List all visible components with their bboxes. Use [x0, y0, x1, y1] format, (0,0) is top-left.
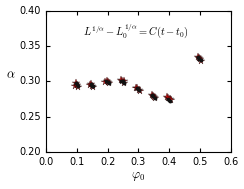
Text: $L^{1/\alpha} - L_0^{1/\alpha} = C(t - t_0)$: $L^{1/\alpha} - L_0^{1/\alpha} = C(t - t…	[83, 21, 189, 40]
Y-axis label: $\alpha$: $\alpha$	[6, 68, 15, 81]
X-axis label: $\varphi_0$: $\varphi_0$	[131, 170, 145, 183]
